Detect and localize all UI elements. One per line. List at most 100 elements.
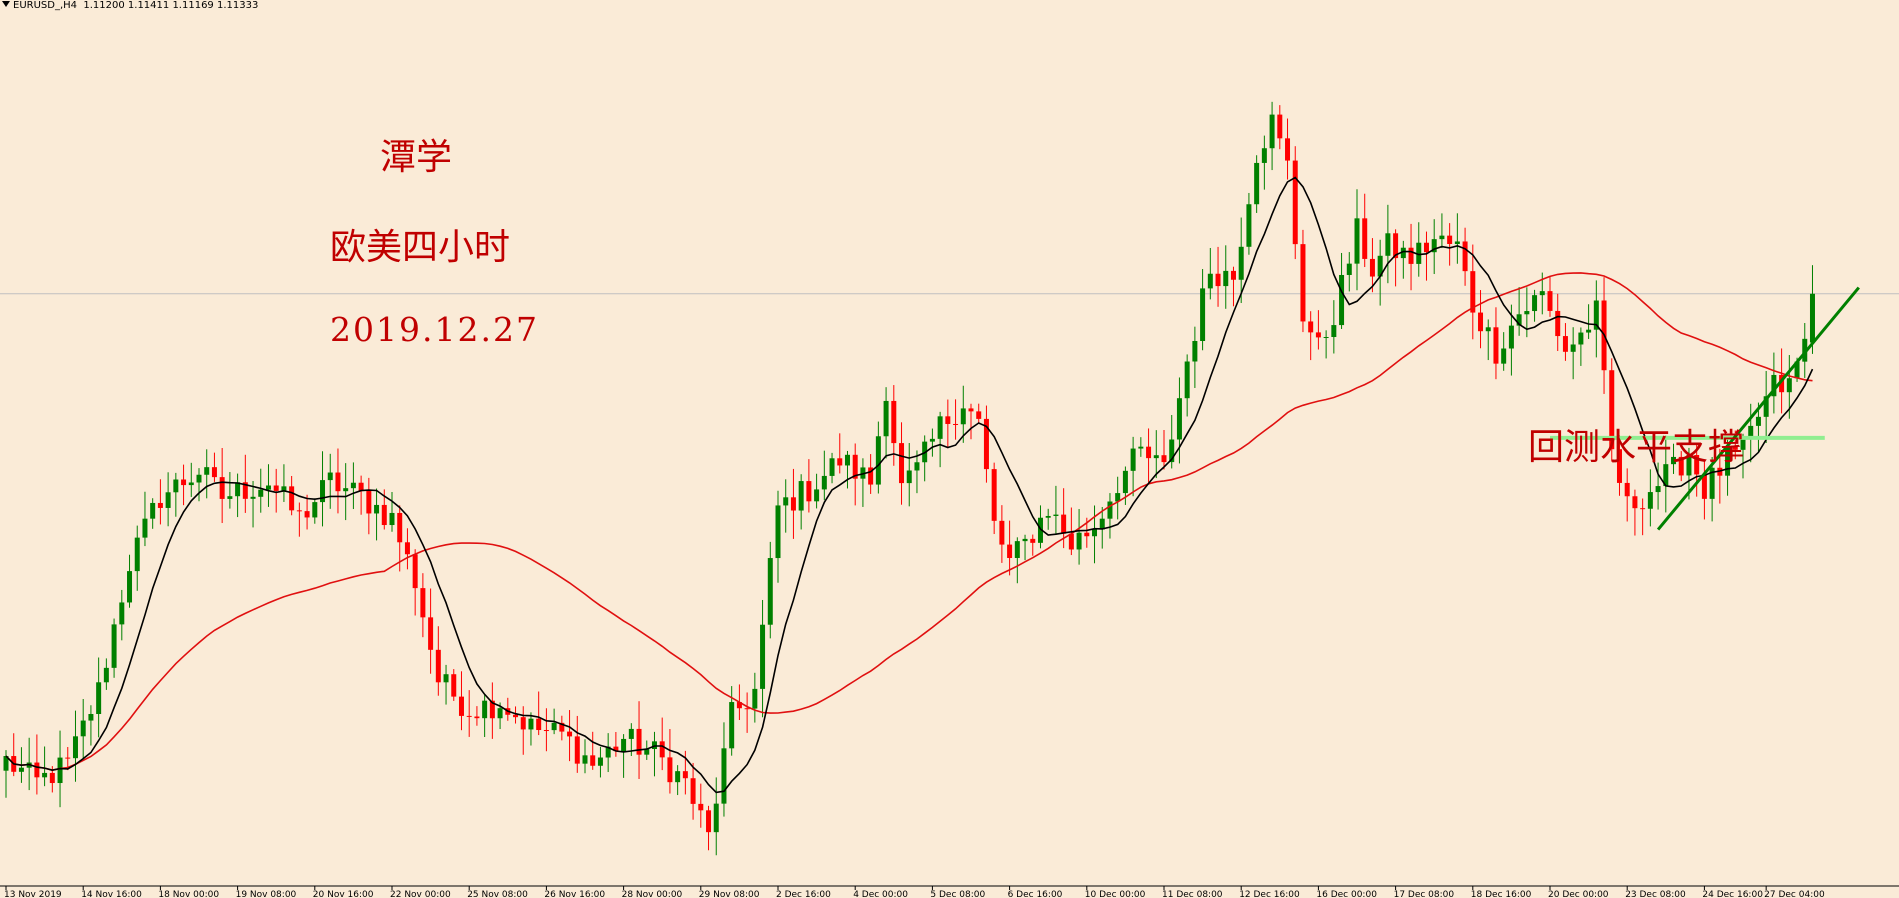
candle-body bbox=[721, 748, 727, 804]
candle-body bbox=[88, 714, 94, 721]
candlestick-series bbox=[3, 101, 1815, 856]
candle-body bbox=[497, 708, 503, 719]
candle bbox=[1007, 520, 1013, 576]
candle-body bbox=[404, 542, 410, 555]
candle bbox=[1099, 506, 1105, 549]
candle-body bbox=[829, 458, 835, 476]
candle-body bbox=[605, 746, 611, 758]
candle-body bbox=[675, 771, 681, 783]
candle bbox=[3, 750, 9, 798]
candle bbox=[289, 475, 295, 516]
trendline[interactable] bbox=[1656, 286, 1860, 531]
candle bbox=[34, 734, 40, 795]
candle bbox=[42, 746, 48, 787]
candle-body bbox=[1285, 138, 1291, 161]
author-annotation: 潭学 bbox=[380, 137, 453, 178]
candle bbox=[1192, 326, 1198, 388]
candle-body bbox=[1099, 518, 1105, 530]
candle bbox=[1277, 105, 1283, 150]
candle-body bbox=[1400, 247, 1406, 259]
candle bbox=[1300, 229, 1306, 333]
dropdown-triangle-icon[interactable] bbox=[2, 1, 10, 7]
candle bbox=[219, 448, 225, 524]
candle bbox=[1493, 307, 1499, 380]
candle-body bbox=[713, 803, 719, 833]
candle-body bbox=[157, 502, 163, 508]
candle-body bbox=[729, 702, 735, 749]
candle-body bbox=[1122, 470, 1128, 494]
candle bbox=[906, 443, 912, 507]
candle bbox=[1369, 238, 1375, 293]
candle-body bbox=[1454, 241, 1460, 244]
date-annotation: 2019.12.27 bbox=[330, 310, 539, 349]
candle-body bbox=[1269, 114, 1275, 149]
time-tick-label: 10 Dec 00:00 bbox=[1085, 890, 1146, 898]
time-tick-label: 22 Nov 00:00 bbox=[390, 890, 451, 898]
candle-body bbox=[868, 467, 874, 485]
candle bbox=[1122, 466, 1128, 505]
candle bbox=[651, 731, 657, 777]
candle-body bbox=[1277, 114, 1283, 139]
candle-body bbox=[744, 708, 750, 710]
candle-body bbox=[1423, 242, 1429, 253]
candle bbox=[1045, 508, 1051, 530]
candle-body bbox=[374, 504, 380, 514]
time-tick-label: 28 Nov 00:00 bbox=[622, 890, 683, 898]
candle bbox=[1423, 231, 1429, 281]
candle-body bbox=[34, 762, 40, 778]
candle bbox=[1609, 358, 1615, 462]
time-axis[interactable]: 13 Nov 2019 14 Nov 16:00 18 Nov 00:00 19 No… bbox=[0, 885, 1899, 898]
candle bbox=[1053, 485, 1059, 535]
candle bbox=[1740, 433, 1746, 479]
candle bbox=[103, 658, 109, 690]
candle bbox=[937, 411, 943, 468]
candle bbox=[899, 422, 905, 505]
candle-body bbox=[1439, 235, 1445, 240]
candle-body bbox=[1725, 446, 1731, 476]
candle-body bbox=[1431, 239, 1437, 253]
time-tick-label: 20 Nov 16:00 bbox=[313, 890, 374, 898]
candle bbox=[435, 626, 441, 696]
candle bbox=[250, 480, 256, 528]
candle bbox=[428, 588, 434, 674]
candle-body bbox=[72, 736, 78, 759]
candle-body bbox=[837, 458, 843, 466]
candle-body bbox=[1671, 456, 1677, 465]
candle bbox=[335, 448, 341, 514]
candle bbox=[968, 403, 974, 440]
candle-body bbox=[420, 588, 426, 618]
candle-body bbox=[1748, 425, 1754, 439]
candle bbox=[860, 458, 866, 507]
candle bbox=[837, 433, 843, 474]
candle bbox=[752, 672, 758, 723]
candle-body bbox=[1508, 325, 1514, 349]
candle-body bbox=[1663, 464, 1669, 487]
time-tick-label: 4 Dec 00:00 bbox=[853, 890, 908, 898]
time-tick-label: 26 Nov 16:00 bbox=[544, 890, 605, 898]
candle bbox=[1138, 437, 1144, 457]
candle bbox=[265, 464, 271, 507]
candle bbox=[196, 468, 202, 502]
candle bbox=[1671, 443, 1677, 474]
candle-body bbox=[358, 482, 364, 491]
candle bbox=[1261, 135, 1267, 190]
candle bbox=[451, 669, 457, 701]
candle-body bbox=[1755, 416, 1761, 426]
candle bbox=[1146, 428, 1152, 483]
candle-body bbox=[1493, 327, 1499, 364]
candle bbox=[667, 729, 673, 794]
candle-body bbox=[1516, 314, 1522, 326]
candle bbox=[1323, 330, 1329, 359]
candle-body bbox=[953, 423, 959, 425]
drawing-objects[interactable] bbox=[1550, 286, 1860, 531]
candle-body bbox=[273, 485, 279, 491]
candle-body bbox=[1539, 291, 1545, 296]
candle bbox=[458, 671, 464, 731]
candle-body bbox=[1524, 311, 1530, 315]
candle bbox=[536, 691, 542, 736]
candle-body bbox=[250, 496, 256, 499]
candle bbox=[1678, 451, 1684, 482]
candle-body bbox=[760, 624, 766, 689]
candle bbox=[1269, 101, 1275, 171]
